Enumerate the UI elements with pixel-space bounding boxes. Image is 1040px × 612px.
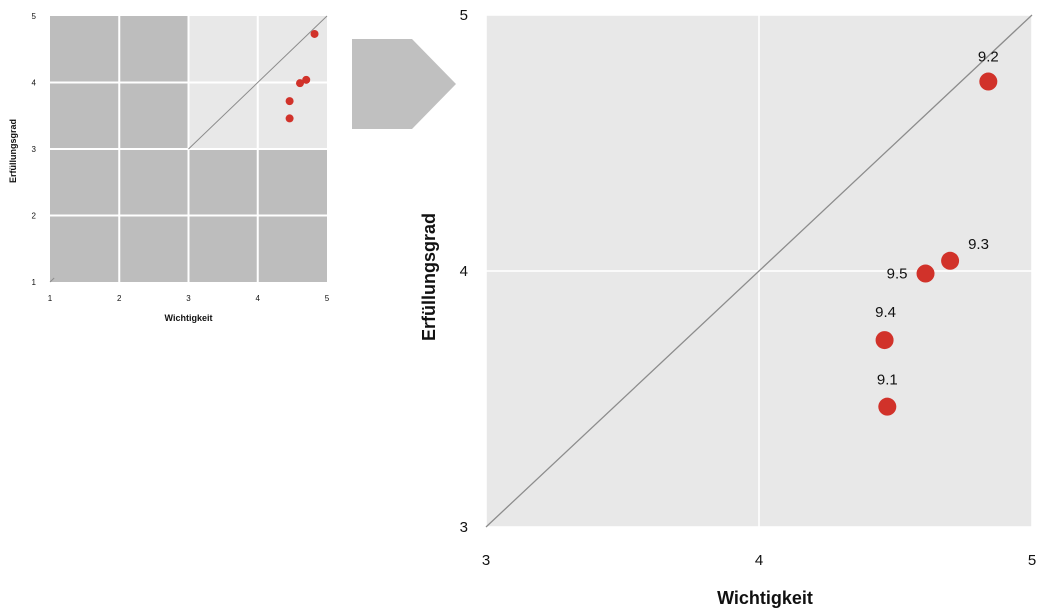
overview-x-tick-label: 4 bbox=[256, 294, 261, 303]
overview-x-tick-label: 2 bbox=[117, 294, 122, 303]
overview-y-axis-title: Erfüllungsgrad bbox=[8, 119, 18, 183]
zoom-y-tick-label: 3 bbox=[460, 519, 468, 536]
overview-y-tick-label: 5 bbox=[32, 12, 37, 21]
zoom-x-tick-label: 3 bbox=[482, 552, 490, 569]
overview-data-point bbox=[295, 79, 304, 88]
zoom-gridlines bbox=[485, 14, 1033, 528]
zoom-x-axis-title: Wichtigkeit bbox=[717, 588, 813, 608]
zoom-point-label: 9.2 bbox=[978, 49, 999, 66]
overview-y-tick-label: 2 bbox=[32, 212, 37, 221]
zoom-x-tick-label: 5 bbox=[1028, 552, 1036, 569]
overview-y-ticks: 1 2 3 4 5 bbox=[32, 12, 37, 287]
zoom-y-tick-label: 4 bbox=[460, 263, 468, 280]
overview-data-point bbox=[285, 114, 294, 123]
zoom-y-ticks: 3 4 5 bbox=[460, 7, 468, 536]
zoom-data-point bbox=[878, 397, 897, 416]
zoom-data-point bbox=[916, 264, 935, 283]
overview-x-axis-title: Wichtigkeit bbox=[165, 313, 213, 323]
zoom-point-label: 9.5 bbox=[887, 266, 908, 283]
zoom-x-ticks: 3 4 5 bbox=[482, 552, 1036, 569]
overview-diagonal-tail bbox=[49, 277, 55, 283]
zoom-point-label: 9.4 bbox=[875, 304, 896, 321]
zoom-point-label: 9.3 bbox=[968, 236, 989, 253]
zoom-diagonal-line bbox=[485, 14, 1033, 528]
overview-x-tick-label: 3 bbox=[186, 294, 191, 303]
zoom-y-tick-label: 5 bbox=[460, 7, 468, 24]
overview-x-ticks: 1 2 3 4 5 bbox=[48, 294, 330, 303]
zoom-y-axis-title: Erfüllungsgrad bbox=[419, 213, 439, 341]
overview-y-tick-label: 1 bbox=[32, 278, 37, 287]
zoom-data-point bbox=[875, 331, 894, 350]
overview-points bbox=[285, 29, 319, 123]
zoom-arrow-icon bbox=[352, 39, 456, 129]
zoom-data-point bbox=[941, 251, 960, 270]
overview-y-tick-label: 3 bbox=[32, 145, 37, 154]
overview-chart: 1 2 3 4 5 1 2 3 4 5 Wichtigkeit Erfüllungsgrad bbox=[8, 12, 330, 323]
zoom-x-tick-label: 4 bbox=[755, 552, 763, 569]
overview-data-point bbox=[302, 75, 311, 84]
overview-data-point bbox=[285, 97, 294, 106]
zoom-points: 9.2 9.3 9.5 9.4 9.1 bbox=[875, 49, 999, 416]
overview-x-tick-label: 1 bbox=[48, 294, 53, 303]
overview-diagonal-line bbox=[188, 15, 328, 150]
overview-data-point bbox=[310, 29, 319, 38]
overview-y-tick-label: 4 bbox=[32, 79, 37, 88]
zoom-data-point bbox=[979, 72, 998, 91]
overview-x-tick-label: 5 bbox=[325, 294, 330, 303]
zoom-point-label: 9.1 bbox=[877, 372, 898, 389]
zoom-chart: 9.2 9.3 9.5 9.4 9.1 3 4 5 3 4 5 Wichtigkeit Erfü… bbox=[419, 7, 1036, 608]
